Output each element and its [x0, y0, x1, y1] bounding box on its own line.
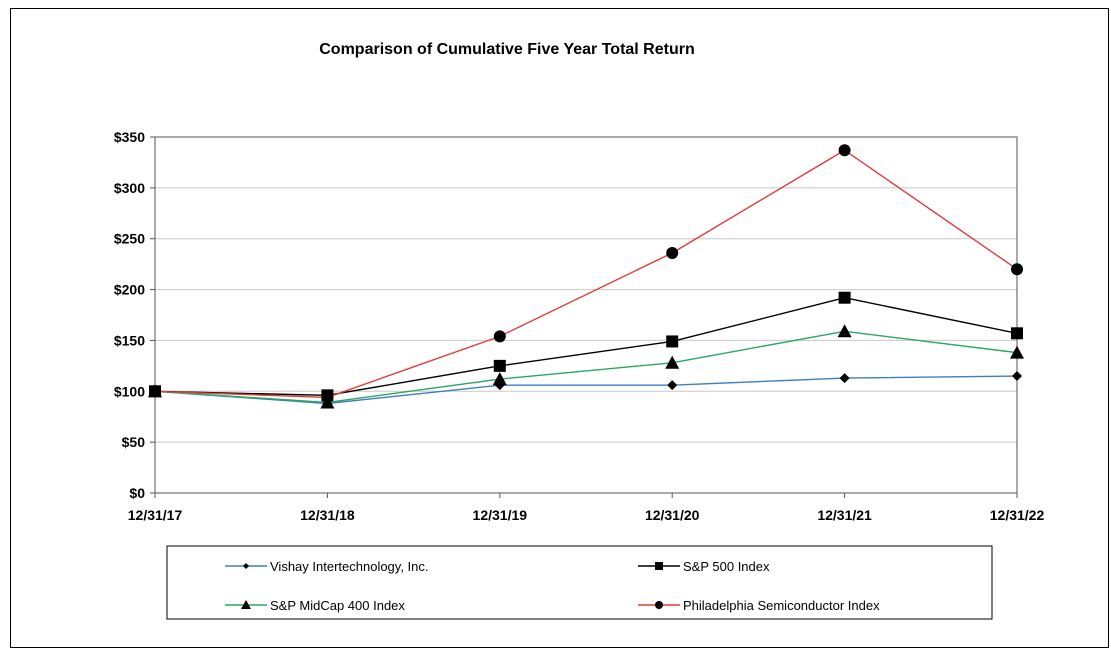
y-tick-label: $50: [122, 434, 146, 450]
series-0: [150, 371, 1022, 409]
data-point: [1012, 371, 1022, 382]
x-tick-label: 12/31/17: [128, 507, 183, 523]
legend-label: S&P 500 Index: [683, 559, 770, 574]
data-point: [837, 324, 852, 338]
x-tick-label: 12/31/18: [300, 507, 355, 523]
series-layer: [148, 144, 1024, 409]
gridlines: [155, 187, 1017, 443]
legend-label: S&P MidCap 400 Index: [270, 598, 405, 613]
legend-item: S&P MidCap 400 Index: [225, 598, 405, 613]
x-axis: 12/31/17 12/31/18 12/31/19 12/31/20 12/31/21…: [128, 493, 1045, 523]
data-point: [493, 359, 506, 372]
y-tick-label: $350: [114, 129, 145, 145]
x-tick-label: 12/31/21: [817, 507, 872, 523]
y-tick-label: $200: [114, 282, 145, 298]
data-point: [666, 335, 679, 348]
data-point: [321, 391, 334, 404]
x-tick-label: 12/31/22: [990, 507, 1045, 523]
legend-label: Philadelphia Semiconductor Index: [683, 598, 880, 613]
data-point: [665, 355, 680, 369]
series-3: [149, 144, 1023, 404]
y-tick-label: $100: [114, 383, 145, 399]
data-point: [1011, 263, 1023, 276]
chart-title: Comparison of Cumulative Five Year Total…: [319, 41, 694, 58]
series-line: [154, 296, 1018, 397]
series-2: [148, 324, 1024, 409]
x-tick-label: 12/31/19: [473, 507, 528, 523]
y-tick-label: $250: [114, 231, 145, 247]
series-line: [154, 149, 1018, 399]
legend-marker: [655, 601, 663, 609]
series-line: [154, 375, 1018, 405]
data-point: [492, 372, 507, 386]
data-point: [838, 291, 851, 304]
legend-label: Vishay Intertechnology, Inc.: [270, 559, 429, 574]
legend-item: Vishay Intertechnology, Inc.: [225, 559, 429, 574]
legend-item: Philadelphia Semiconductor Index: [638, 598, 880, 613]
legend-box: [166, 545, 993, 620]
data-point: [493, 330, 506, 343]
y-tick-label: $0: [129, 485, 145, 501]
y-tick-label: $300: [114, 180, 145, 196]
chart-frame: [10, 8, 1109, 648]
data-point: [1011, 327, 1023, 340]
data-point: [149, 385, 161, 398]
data-point: [667, 380, 678, 391]
legend: Vishay Intertechnology, Inc. S&P 500 Inde…: [166, 545, 993, 620]
y-axis: $0 $50 $100 $150 $200 $250 $300 $350: [114, 129, 155, 501]
plot-area: [154, 136, 1018, 494]
x-tick-label: 12/31/20: [645, 507, 700, 523]
data-point: [666, 246, 679, 259]
legend-item: S&P 500 Index: [638, 559, 770, 574]
data-point: [1010, 345, 1024, 359]
chart: Comparison of Cumulative Five Year Total…: [114, 41, 1045, 620]
legend-marker: [241, 600, 251, 609]
data-point: [838, 144, 851, 157]
legend-marker: [243, 563, 249, 569]
data-point: [839, 373, 850, 384]
y-tick-label: $150: [114, 332, 145, 348]
legend-marker: [655, 562, 663, 570]
series-line: [154, 330, 1018, 404]
